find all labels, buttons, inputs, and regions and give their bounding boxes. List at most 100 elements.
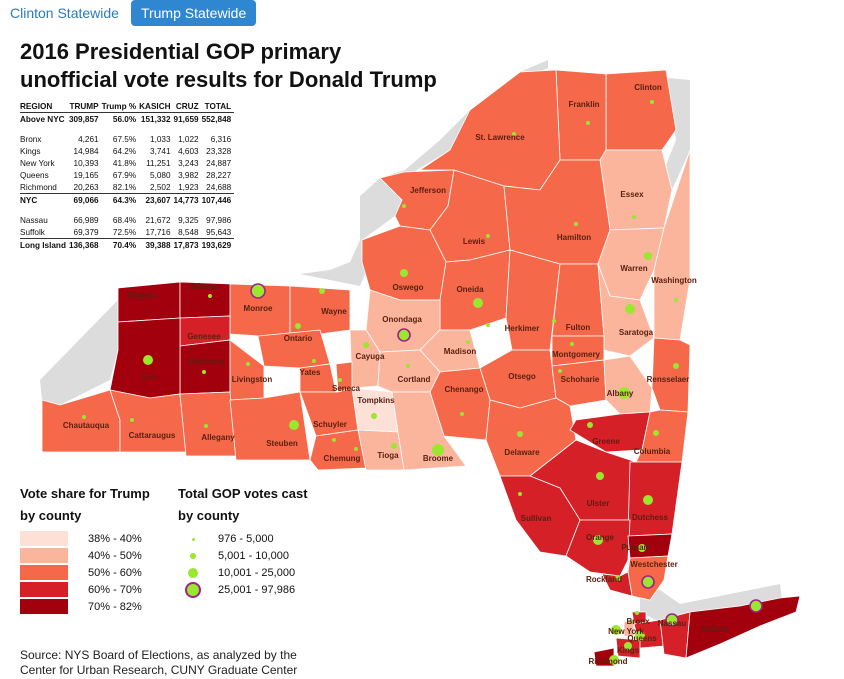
legend-share-label: 60% - 70% [88, 583, 142, 596]
vote-dot [632, 215, 636, 219]
county-label: Greene [592, 437, 620, 446]
legend-swatch [20, 531, 68, 546]
value-cell: 3,741 [150, 146, 171, 156]
value-cell: 72.5% [112, 227, 137, 237]
vote-size-dot [188, 568, 198, 578]
vote-dot [650, 100, 654, 104]
county-albany [603, 355, 653, 415]
value-cell: 14,773 [173, 193, 202, 206]
county-label: Delaware [504, 448, 540, 457]
vote-dot [518, 492, 522, 496]
legend-share-title-1: Vote share for Trump [20, 486, 150, 501]
region-cell: Kings [20, 146, 41, 156]
legend-share-item: 60% - 70% [20, 582, 142, 597]
vote-dot [587, 422, 593, 428]
lake-ontario [230, 178, 402, 286]
legend-votes-label: 5,001 - 10,000 [218, 550, 289, 562]
county-label: Kings [617, 646, 640, 655]
vote-dot [402, 204, 406, 208]
vote-dot [609, 655, 619, 665]
legend-share-item: 50% - 60% [20, 565, 142, 580]
county-schoharie [551, 359, 607, 407]
value-cell: 95,643 [206, 227, 232, 237]
title-line-2: unofficial vote results for Donald Trump [20, 67, 437, 92]
table-row: Richmond 20,263 82.1% 2,502 1,923 24,688 [20, 181, 234, 194]
tab-bar: Clinton Statewide Trump Statewide [0, 0, 257, 26]
legend-share-item: 40% - 50% [20, 548, 142, 563]
county-label: Tioga [377, 451, 399, 460]
county-label: Saratoga [619, 328, 654, 337]
vote-dot [486, 323, 490, 327]
vote-dot [624, 642, 632, 650]
value-cell: 64.2% [112, 146, 137, 156]
county-tioga [357, 429, 405, 471]
county-label: Queens [627, 634, 657, 643]
value-cell: 14,984 [73, 146, 99, 156]
tab-clinton-statewide[interactable]: Clinton Statewide [10, 5, 119, 21]
vote-dot [391, 443, 397, 449]
county-label: Montgomery [552, 350, 601, 359]
legend-votes-title-2: by county [178, 508, 240, 523]
region-cell: Bronx [20, 134, 42, 144]
vote-dot [638, 544, 646, 552]
value-cell: 24,887 [206, 158, 232, 168]
lake-champlain [660, 78, 690, 190]
region-cell: Nassau [20, 215, 48, 225]
legend-swatch [20, 548, 68, 563]
county-label: Chemung [324, 454, 361, 463]
county-livingston [229, 339, 265, 401]
vote-dot [665, 613, 679, 627]
legend-share-label: 38% - 40% [88, 532, 142, 545]
vote-dot [630, 620, 634, 624]
county-label: Westchester [630, 560, 677, 569]
col-region: REGION [20, 100, 69, 113]
value-cell: 66,989 [73, 215, 99, 225]
value-cell: 97,986 [206, 215, 232, 225]
vote-size-dot [187, 584, 199, 596]
county-label: Tompkins [357, 396, 395, 405]
value-cell: 70.4% [101, 238, 140, 251]
county-label: Niagara [127, 291, 157, 300]
legend-votes-item: 25,001 - 97,986 [182, 582, 295, 598]
county-label: Cayuga [356, 352, 385, 361]
county-label: Livingston [232, 375, 273, 384]
region-cell: Suffolk [20, 227, 45, 237]
county-label: Franklin [568, 100, 599, 109]
county-label: Richmond [588, 657, 627, 666]
legend-swatch [20, 565, 68, 580]
county-cattaraugus [109, 389, 187, 453]
county-allegany [179, 391, 237, 457]
county-label: Suffolk [700, 625, 728, 634]
value-cell: 82.1% [112, 182, 137, 192]
county-label: Herkimer [505, 324, 540, 333]
value-cell: 39,388 [139, 238, 174, 251]
county-label: Allegany [201, 433, 235, 442]
legend-dot-cell [182, 537, 204, 541]
county-label: Warren [620, 264, 647, 273]
table-header-row: REGION TRUMP Trump % KASICH CRUZ TOTAL [20, 100, 235, 113]
vote-dot [473, 298, 483, 308]
table-body: Above NYC 309,857 56.0% 151,332 91,659 552,84… [20, 112, 235, 251]
vote-dot [653, 430, 659, 436]
value-cell: 28,227 [206, 170, 232, 180]
value-cell: 151,332 [139, 112, 174, 125]
vote-dot [673, 363, 679, 369]
vote-dot [615, 575, 621, 581]
value-cell: 1,033 [150, 134, 171, 144]
region-cell: Above NYC [20, 112, 69, 125]
value-cell: 3,243 [178, 158, 199, 168]
table-row-above-nyc: Above NYC 309,857 56.0% 151,332 91,659 552,84… [20, 112, 235, 125]
region-cell: New York [20, 158, 55, 168]
county-steuben [229, 391, 311, 461]
county-label: Clinton [634, 83, 662, 92]
table-row: Queens 19,165 67.9% 5,080 3,982 28,227 [20, 169, 234, 181]
vote-dot [635, 611, 639, 615]
vote-dot [354, 447, 358, 451]
col-total: TOTAL [201, 100, 235, 113]
vote-dot [644, 252, 652, 260]
vote-dot [625, 304, 635, 314]
county-tompkins [351, 387, 399, 433]
vote-dot [400, 269, 408, 277]
county-label: Hamilton [557, 233, 591, 242]
tab-trump-statewide[interactable]: Trump Statewide [130, 0, 257, 26]
